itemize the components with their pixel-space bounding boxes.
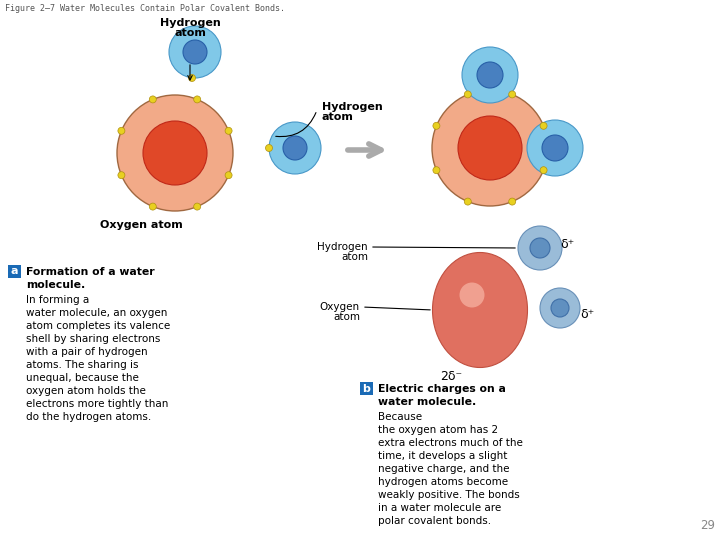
- FancyBboxPatch shape: [360, 382, 373, 395]
- Text: atom: atom: [174, 28, 206, 38]
- Text: δ⁺: δ⁺: [560, 238, 575, 251]
- Circle shape: [269, 122, 321, 174]
- Text: Oxygen atom: Oxygen atom: [100, 220, 183, 230]
- Ellipse shape: [433, 253, 528, 368]
- Circle shape: [189, 75, 196, 82]
- Circle shape: [530, 238, 550, 258]
- Circle shape: [149, 96, 156, 103]
- Circle shape: [464, 198, 472, 205]
- Text: Figure 2–7 Water Molecules Contain Polar Covalent Bonds.: Figure 2–7 Water Molecules Contain Polar…: [5, 4, 285, 13]
- Circle shape: [458, 116, 522, 180]
- Text: Formation of a water
molecule.: Formation of a water molecule.: [26, 267, 155, 290]
- Circle shape: [540, 288, 580, 328]
- Circle shape: [183, 40, 207, 64]
- Circle shape: [118, 172, 125, 179]
- Circle shape: [149, 203, 156, 210]
- Text: atom: atom: [341, 252, 368, 262]
- Circle shape: [509, 198, 516, 205]
- Circle shape: [518, 226, 562, 270]
- Ellipse shape: [459, 282, 485, 307]
- Text: 29: 29: [700, 519, 715, 532]
- Circle shape: [540, 122, 547, 129]
- Circle shape: [542, 135, 568, 161]
- Text: Hydrogen: Hydrogen: [318, 242, 368, 252]
- Text: 2δ⁻: 2δ⁻: [440, 370, 462, 383]
- Text: Oxygen: Oxygen: [320, 302, 360, 312]
- Circle shape: [118, 127, 125, 134]
- Circle shape: [117, 95, 233, 211]
- Circle shape: [143, 121, 207, 185]
- Text: atom: atom: [322, 112, 354, 122]
- Text: b: b: [363, 383, 370, 394]
- Circle shape: [169, 26, 221, 78]
- Circle shape: [225, 172, 232, 179]
- Text: atom: atom: [333, 312, 360, 322]
- Circle shape: [464, 91, 472, 98]
- Text: a: a: [11, 267, 18, 276]
- Text: In forming a
water molecule, an oxygen
atom completes its valence
shell by shari: In forming a water molecule, an oxygen a…: [26, 295, 170, 422]
- Text: Because
the oxygen atom has 2
extra electrons much of the
time, it develops a sl: Because the oxygen atom has 2 extra elec…: [378, 412, 523, 526]
- Text: Hydrogen: Hydrogen: [322, 102, 383, 112]
- Text: Electric charges on a
water molecule.: Electric charges on a water molecule.: [378, 384, 506, 407]
- Circle shape: [225, 127, 232, 134]
- Circle shape: [551, 299, 569, 317]
- Circle shape: [266, 145, 272, 152]
- Circle shape: [194, 203, 201, 210]
- Circle shape: [540, 167, 547, 174]
- Circle shape: [432, 90, 548, 206]
- Circle shape: [527, 120, 583, 176]
- Circle shape: [194, 96, 201, 103]
- Circle shape: [509, 91, 516, 98]
- Text: δ⁺: δ⁺: [580, 308, 594, 321]
- Circle shape: [433, 122, 440, 129]
- FancyBboxPatch shape: [8, 265, 21, 278]
- Circle shape: [477, 62, 503, 88]
- Circle shape: [462, 47, 518, 103]
- Text: Hydrogen: Hydrogen: [160, 18, 220, 28]
- Circle shape: [283, 136, 307, 160]
- Circle shape: [433, 167, 440, 174]
